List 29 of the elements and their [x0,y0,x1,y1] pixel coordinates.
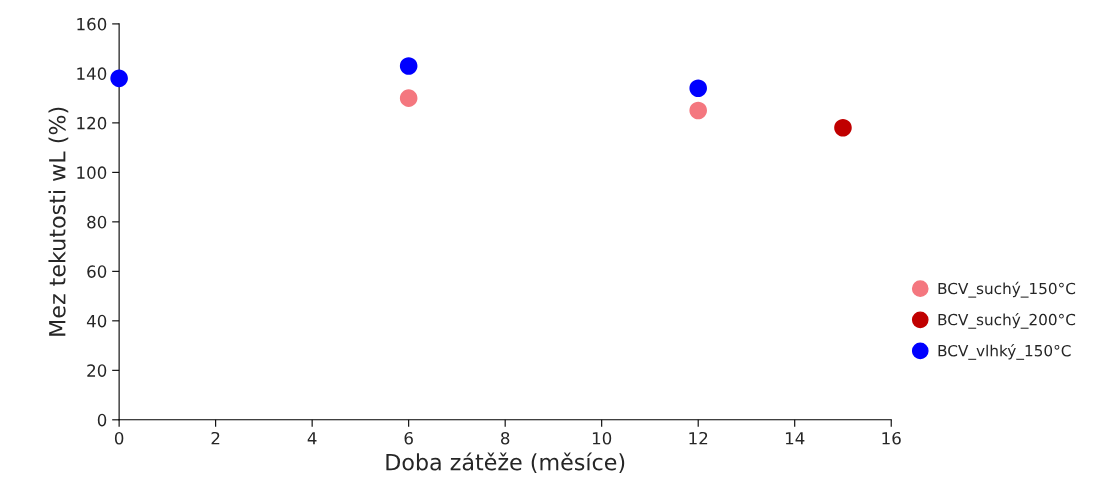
x-tick-label: 16 [882,431,901,445]
y-axis-title: Mez tekutosti wL (%) [48,107,69,336]
x-tick-label: 14 [785,432,805,445]
x-tick-label: 4 [307,432,317,445]
legend-label: BCV_suchý_150°C [938,281,1076,298]
y-tick-label: 60 [87,265,107,278]
y-tick-label: 40 [86,314,107,328]
y-tick-label: 20 [87,364,107,377]
point [689,79,707,98]
x-tick-label: 8 [501,431,510,445]
legend-label: BCV_suchý_200°C [938,312,1076,329]
y-tick-label: 160 [77,17,107,31]
y-tick-label: 120 [77,116,107,130]
point [399,89,418,107]
x-tick-label: 0 [114,431,124,445]
y-tick-label: 0 [97,413,107,427]
y-tick-label: 80 [87,215,107,229]
y-tick-label: 100 [77,166,107,179]
x-tick-label: 10 [592,431,612,445]
point [110,69,128,88]
legend-label: BCV_vlhký_150°C [938,344,1071,360]
x-axis-title: Doba zátěže (měsíce) [386,452,625,474]
x-tick-label: 12 [689,431,708,445]
point [399,57,418,75]
x-tick-label: 6 [404,431,413,445]
x-tick-label: 2 [211,431,220,445]
point [689,101,707,120]
y-tick-label: 140 [77,67,107,80]
point [834,119,852,137]
